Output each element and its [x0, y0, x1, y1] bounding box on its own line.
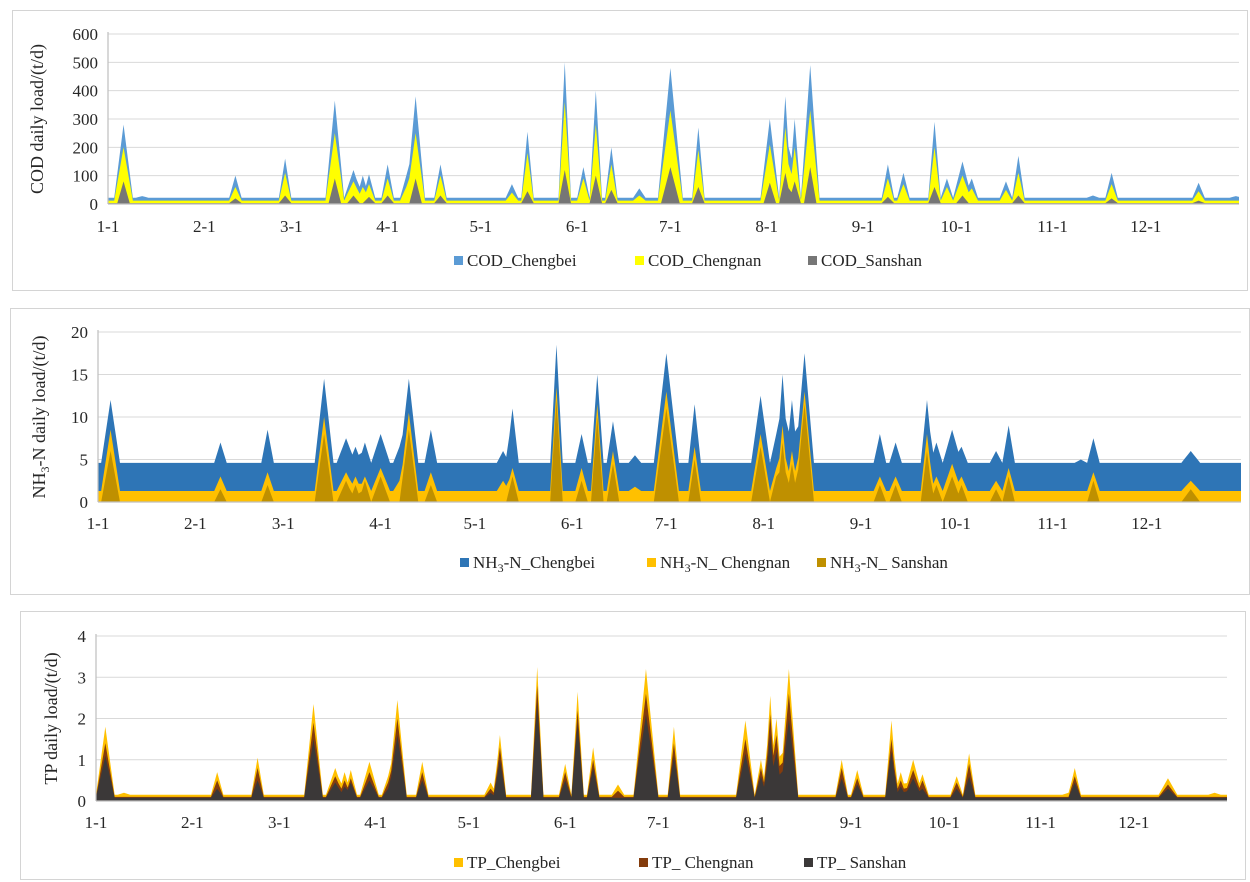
x-tick-label: 8-1 [752, 514, 775, 533]
y-tick-label: 400 [73, 82, 99, 101]
x-tick-label: 10-1 [929, 813, 960, 832]
legend-label: NH3-N_Chengbei [473, 553, 595, 575]
y-tick-label: 100 [73, 167, 99, 186]
chart-svg: 0 1 2 3 4 TP daily load/(t/d) 1-1 2-1 3-1 4-1 5-1 6… [41, 627, 1227, 872]
x-tick-label: 7-1 [659, 217, 682, 236]
chart-svg: 0 100 200 300 400 500 600 COD daily load/(t/d) 1… [27, 25, 1239, 270]
legend-label: TP_ Chengnan [652, 853, 754, 872]
x-tick-label: 6-1 [566, 217, 589, 236]
series-area-cod-chengnan [108, 102, 1239, 204]
x-tick-label: 12-1 [1118, 813, 1149, 832]
x-tick-label: 8-1 [743, 813, 766, 832]
x-tick-label: 2-1 [193, 217, 216, 236]
tp-chart-panel: 0 1 2 3 4 TP daily load/(t/d) 1-1 2-1 3-1 4-1 5-1 6… [20, 611, 1246, 880]
series-area-tp-chengnan [96, 685, 1227, 801]
legend-swatch [454, 256, 463, 265]
y-tick-label: 0 [78, 792, 87, 811]
y-tick-label: 300 [73, 110, 99, 129]
x-tick-label: 1-1 [85, 813, 108, 832]
y-axis-label: NH3-N daily load/(t/d) [29, 336, 52, 499]
legend-swatch [804, 858, 813, 867]
legend-swatch [460, 558, 469, 567]
x-tick-label: 12-1 [1130, 217, 1161, 236]
x-tick-label: 9-1 [840, 813, 863, 832]
legend-label: COD_Sanshan [821, 251, 923, 270]
y-tick-label: 15 [71, 366, 88, 385]
cod-chart-panel: 0 100 200 300 400 500 600 COD daily load/(t/d) 1… [12, 10, 1248, 291]
x-tick-label: 9-1 [850, 514, 873, 533]
legend-label: NH3-N_ Sanshan [830, 553, 948, 575]
series-area-tp-chengbei [96, 666, 1227, 801]
legend-swatch [454, 858, 463, 867]
nh3n-chart-panel: 0 5 10 15 20 NH3-N daily load/(t/d) 1-1 2-1 3-1 4… [10, 308, 1250, 595]
legend-label: COD_Chengbei [467, 251, 577, 270]
x-tick-label: 5-1 [463, 514, 486, 533]
x-tick-label: 6-1 [554, 813, 577, 832]
x-tick-label: 12-1 [1131, 514, 1162, 533]
x-tick-label: 9-1 [852, 217, 875, 236]
y-tick-label: 0 [80, 493, 89, 512]
y-tick-label: 5 [80, 451, 89, 470]
x-tick-label: 6-1 [561, 514, 584, 533]
x-tick-label: 1-1 [87, 514, 110, 533]
legend-swatch [647, 558, 656, 567]
y-tick-label: 10 [71, 408, 88, 427]
legend-label: TP_ Sanshan [817, 853, 907, 872]
x-tick-label: 8-1 [755, 217, 778, 236]
legend-label: COD_Chengnan [648, 251, 762, 270]
x-tick-label: 7-1 [655, 514, 678, 533]
x-tick-label: 2-1 [184, 514, 207, 533]
x-tick-label: 11-1 [1037, 217, 1068, 236]
y-tick-label: 600 [73, 25, 99, 44]
y-tick-label: 2 [78, 710, 87, 729]
legend-swatch [817, 558, 826, 567]
legend-swatch [639, 858, 648, 867]
y-axis-label: COD daily load/(t/d) [27, 44, 48, 194]
chart-svg: 0 5 10 15 20 NH3-N daily load/(t/d) 1-1 2-1 3-1 4… [29, 323, 1241, 575]
x-tick-label: 10-1 [940, 514, 971, 533]
x-tick-label: 1-1 [97, 217, 120, 236]
x-tick-label: 4-1 [376, 217, 399, 236]
y-axis-label: TP daily load/(t/d) [41, 652, 62, 784]
x-tick-label: 11-1 [1025, 813, 1056, 832]
x-tick-label: 2-1 [181, 813, 204, 832]
y-tick-label: 200 [73, 138, 99, 157]
y-tick-label: 500 [73, 53, 99, 72]
series-area-nh3-n-sanshan [98, 400, 1241, 502]
x-tick-label: 3-1 [272, 514, 295, 533]
x-tick-label: 5-1 [458, 813, 481, 832]
x-tick-label: 3-1 [268, 813, 291, 832]
series-area-cod-sanshan [108, 167, 1239, 204]
x-tick-label: 5-1 [470, 217, 493, 236]
y-tick-label: 0 [90, 195, 99, 214]
legend-swatch [808, 256, 817, 265]
legend-label: NH3-N_ Chengnan [660, 553, 791, 575]
x-tick-label: 11-1 [1037, 514, 1068, 533]
x-tick-label: 10-1 [941, 217, 972, 236]
y-tick-label: 1 [78, 751, 87, 770]
y-tick-label: 4 [78, 627, 87, 646]
x-tick-label: 7-1 [647, 813, 670, 832]
y-tick-label: 3 [78, 668, 87, 687]
x-tick-label: 4-1 [369, 514, 392, 533]
legend-swatch [635, 256, 644, 265]
legend-label: TP_Chengbei [467, 853, 561, 872]
x-tick-label: 4-1 [364, 813, 387, 832]
series-area-tp-sanshan [96, 702, 1227, 801]
x-tick-label: 3-1 [280, 217, 303, 236]
y-tick-label: 20 [71, 323, 88, 342]
